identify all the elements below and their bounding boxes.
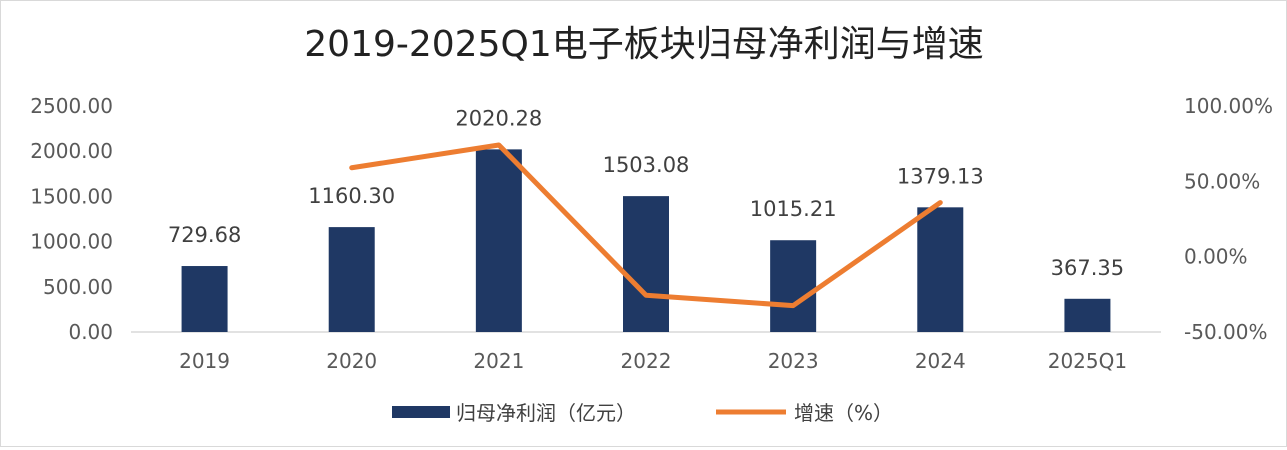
bar-data-label: 1503.08 — [603, 153, 690, 177]
growth-line — [349, 142, 943, 309]
bar — [917, 207, 964, 332]
left-y-tick-label: 2500.00 — [30, 94, 113, 118]
x-tick-label: 2023 — [768, 349, 819, 373]
bar-series — [181, 149, 1111, 332]
x-axis-ticks: 2019 2020 2021 2022 2023 2024 2025Q1 — [179, 349, 1127, 373]
left-y-tick-label: 1000.00 — [30, 230, 113, 254]
legend-label-bar: 归母净利润（亿元） — [456, 401, 636, 425]
left-y-tick-label: 1500.00 — [30, 184, 113, 208]
right-y-tick-label: 100.00% — [1184, 94, 1273, 118]
right-y-axis: -50.00% 0.00% 50.00% 100.00% — [1184, 94, 1273, 344]
right-y-tick-label: -50.00% — [1184, 320, 1267, 344]
right-y-tick-label: 0.00% — [1184, 245, 1248, 269]
left-y-tick-label: 500.00 — [43, 275, 113, 299]
left-y-tick-label: 2000.00 — [30, 139, 113, 163]
legend: 归母净利润（亿元） 增速（%） — [392, 401, 893, 425]
bar-data-label: 1160.30 — [308, 184, 395, 208]
bar-data-label: 729.68 — [168, 223, 241, 247]
x-tick-label: 2022 — [621, 349, 672, 373]
left-y-tick-label: 0.00 — [68, 320, 113, 344]
chart-title: 2019-2025Q1电子板块归母净利润与增速 — [304, 24, 983, 65]
bar-data-label: 1379.13 — [897, 164, 984, 188]
bar-data-labels: 729.68 1160.30 2020.28 1503.08 1015.21 1379.1… — [168, 106, 1124, 279]
bar — [181, 266, 228, 332]
bar — [770, 240, 817, 332]
bar — [623, 196, 669, 332]
x-tick-label: 2025Q1 — [1048, 349, 1127, 373]
left-y-axis: 0.00 500.00 1000.00 1500.00 2000.00 2500.00 — [30, 94, 113, 344]
x-tick-label: 2024 — [915, 349, 966, 373]
bar — [475, 149, 522, 332]
legend-swatch-bar — [392, 406, 450, 418]
bar-data-label: 2020.28 — [455, 106, 542, 130]
x-tick-label: 2020 — [326, 349, 377, 373]
legend-label-line: 增速（%） — [794, 401, 893, 425]
bar-data-label: 1015.21 — [750, 197, 837, 221]
line-series — [349, 142, 943, 309]
bar — [1064, 298, 1111, 332]
bar-data-label: 367.35 — [1051, 256, 1124, 280]
right-y-tick-label: 50.00% — [1184, 169, 1260, 193]
x-tick-label: 2021 — [473, 349, 524, 373]
bar — [328, 227, 375, 332]
x-tick-label: 2019 — [179, 349, 230, 373]
